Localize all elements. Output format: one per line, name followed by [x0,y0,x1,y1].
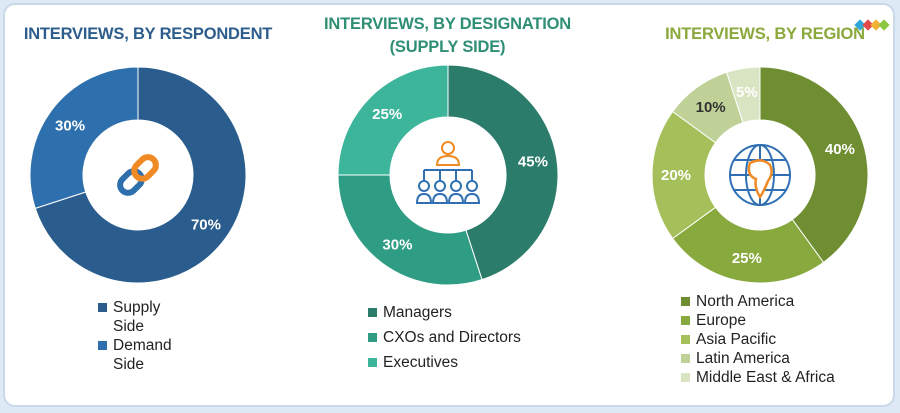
legend-swatch [681,335,690,344]
region-title: INTERVIEWS, BY REGION [665,25,865,43]
legend-item: Middle East & Africa [681,368,835,387]
data-label: 25% [372,106,402,123]
legend-label: Managers [383,304,452,321]
legend-item: Supply Side [98,298,172,336]
data-label: 10% [696,99,726,116]
legend-item: Executives [368,353,521,372]
data-label: 30% [55,118,85,135]
data-label: 5% [736,84,758,101]
legend-label: Europe [696,312,746,329]
legend-item: Latin America [681,349,835,368]
legend-label: Demand Side [113,337,172,373]
respondent-title: INTERVIEWS, BY RESPONDENT [23,25,273,43]
legend-swatch [368,333,377,342]
legend-swatch [681,354,690,363]
slice-middle-east-africa [725,66,761,124]
legend-swatch [98,341,107,350]
legend-swatch [368,308,377,317]
designation-legend: Managers CXOs and Directors Executives [368,303,521,378]
data-label: 40% [825,141,855,158]
legend-label: Supply Side [113,299,161,335]
slice-europe [671,206,825,284]
legend-item: CXOs and Directors [368,328,521,347]
legend-item: Demand Side [98,336,172,374]
region-panel: INTERVIEWS, BY REGION [640,0,865,400]
slice-managers [447,64,559,281]
legend-label: CXOs and Directors [383,329,521,346]
legend-label: Middle East & Africa [696,369,835,386]
data-label: 30% [382,237,412,254]
slice-cxos-and-directors [337,174,483,286]
legend-swatch [368,358,377,367]
legend-item: North America [681,292,835,311]
designation-title: INTERVIEWS, BY DESIGNATION [324,15,571,33]
legend-label: Latin America [696,350,790,367]
data-label: 25% [732,250,762,267]
data-label: 45% [518,154,548,171]
organization-chart-icon [415,141,481,204]
legend-item: Europe [681,311,835,330]
legend-swatch [98,303,107,312]
legend-item: Managers [368,303,521,322]
legend-swatch [681,373,690,382]
slice-executives [337,64,449,176]
legend-label: North America [696,293,795,310]
designation-panel: INTERVIEWS, BY DESIGNATION (SUPPLY SIDE) [300,0,595,400]
legend-label: Asia Pacific [696,331,777,348]
slice-demand-side [29,66,139,210]
data-label: 20% [661,167,691,184]
legend-swatch [681,316,690,325]
slice-supply-side [34,66,247,284]
slice-north-america [759,66,869,264]
brand-diamonds-icon [854,19,890,31]
data-label: 70% [191,216,221,233]
chain-link-icon [117,154,159,196]
legend-item: Asia Pacific [681,330,835,349]
legend-label: Executives [383,354,458,371]
respondent-panel: INTERVIEWS, BY RESPONDENT [3,0,293,400]
respondent-legend: Supply Side Demand Side [98,298,172,374]
region-legend: North America Europe Asia Pacific Latin Ame… [681,292,835,387]
designation-subtitle: (SUPPLY SIDE) [389,38,506,56]
globe-icon [729,144,791,206]
legend-swatch [681,297,690,306]
